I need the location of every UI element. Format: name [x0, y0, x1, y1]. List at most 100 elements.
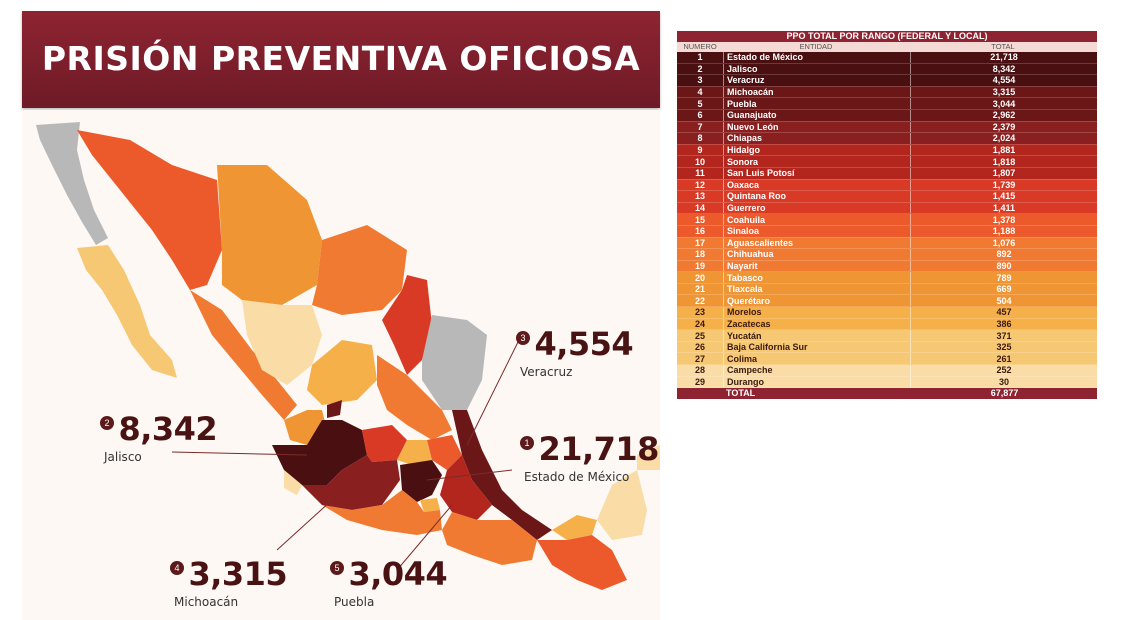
cell-state: Oaxaca	[723, 179, 911, 192]
cell-rank: 25	[677, 329, 724, 342]
state-campeche[interactable]	[597, 470, 647, 540]
table-row: 7 Nuevo León 2,379	[677, 121, 1097, 134]
cell-state: Zacatecas	[723, 318, 911, 331]
cell-rank: 29	[677, 376, 724, 389]
cell-rank: 21	[677, 283, 724, 296]
callout-state-name: Michoacán	[174, 595, 239, 609]
state-oaxaca[interactable]	[442, 512, 537, 565]
cell-rank: 8	[677, 132, 724, 145]
cell-state: Jalisco	[723, 63, 911, 76]
rank-badge: 5	[330, 561, 344, 575]
cell-rank: 1	[677, 52, 724, 64]
cell-total: 1,378	[910, 213, 1097, 226]
table-row: 21 Tlaxcala 669	[677, 283, 1097, 296]
state-colima[interactable]	[284, 470, 302, 495]
callout-value: 8,342	[118, 410, 218, 448]
cell-total: 2,024	[910, 132, 1097, 145]
cell-state: Tabasco	[723, 271, 911, 284]
callout-jalisco: 2 8,342 Jalisco	[100, 410, 218, 466]
cell-rank: 3	[677, 74, 724, 87]
state-sinaloa[interactable]	[190, 290, 297, 420]
state-san-luis-potosi[interactable]	[377, 355, 452, 440]
cell-total: 2,962	[910, 109, 1097, 122]
table-row: 12 Oaxaca 1,739	[677, 179, 1097, 192]
cell-total: 890	[910, 260, 1097, 273]
state-baja-california[interactable]	[36, 122, 108, 245]
rank-badge: 1	[520, 436, 534, 450]
state-puebla[interactable]	[440, 455, 492, 520]
state-coahuila[interactable]	[312, 225, 407, 315]
table-row: 2 Jalisco 8,342	[677, 63, 1097, 76]
cell-rank: 13	[677, 190, 724, 203]
cell-total: 2,379	[910, 121, 1097, 134]
cell-rank: 22	[677, 294, 724, 308]
cell-state: Chiapas	[723, 132, 911, 145]
state-durango[interactable]	[242, 300, 322, 385]
cell-state: Nuevo León	[723, 121, 911, 134]
rank-badge: 2	[100, 416, 114, 430]
cell-state: Sonora	[723, 155, 911, 168]
cell-rank: 26	[677, 341, 724, 354]
state-michoacan[interactable]	[302, 455, 400, 510]
state-guanajuato[interactable]	[362, 425, 407, 462]
state-chihuahua[interactable]	[217, 165, 322, 305]
state-nuevo-leon[interactable]	[382, 275, 432, 375]
total-label: TOTAL	[726, 388, 756, 399]
table-row: 22 Querétaro 504	[677, 294, 1097, 308]
cell-total: 457	[910, 306, 1097, 319]
table-title: PPO TOTAL POR RANGO (FEDERAL Y LOCAL)	[677, 31, 1097, 42]
state-sonora[interactable]	[77, 130, 222, 290]
state-guerrero[interactable]	[322, 490, 442, 535]
table-row: 14 Guerrero 1,411	[677, 202, 1097, 215]
cell-state: San Luis Potosí	[723, 167, 911, 180]
state-hidalgo[interactable]	[427, 435, 462, 470]
state-tabasco[interactable]	[552, 515, 597, 540]
table-row: 15 Coahuila 1,378	[677, 213, 1097, 226]
cell-state: Tlaxcala	[723, 283, 911, 296]
cell-state: Estado de México	[723, 52, 911, 64]
leader-veracruz	[466, 339, 520, 446]
callout-state-name: Estado de México	[524, 470, 630, 484]
cell-state: Colima	[723, 352, 911, 366]
cell-total: 504	[910, 294, 1097, 308]
cell-state: Hidalgo	[723, 144, 911, 157]
cell-state: Aguascalientes	[723, 237, 911, 250]
state-yucatan[interactable]	[637, 435, 660, 470]
cell-total: 21,718	[910, 52, 1097, 64]
cell-total: 1,188	[910, 225, 1097, 238]
leader-michoacan	[276, 499, 333, 551]
state-baja-california-sur[interactable]	[77, 245, 177, 378]
choropleth-map: 1 21,718 Estado de México 2 8,342 Jalisc…	[22, 110, 660, 620]
state-zacatecas[interactable]	[307, 340, 377, 405]
state-morelos[interactable]	[420, 498, 440, 512]
cell-state: Morelos	[723, 306, 911, 319]
cell-state: Guanajuato	[723, 109, 911, 122]
state-aguascalientes[interactable]	[327, 400, 342, 418]
mexico-map	[36, 122, 660, 590]
table-row: 10 Sonora 1,818	[677, 155, 1097, 168]
state-estado-de-mexico[interactable]	[400, 460, 442, 502]
cell-total: 371	[910, 329, 1097, 342]
page-title: PRISIÓN PREVENTIVA OFICIOSA	[41, 39, 641, 78]
header-rank: NUMERO	[683, 42, 717, 51]
state-tamaulipas[interactable]	[422, 315, 487, 410]
cell-total: 1,818	[910, 155, 1097, 168]
table-row: 5 Puebla 3,044	[677, 97, 1097, 110]
table-row: 20 Tabasco 789	[677, 271, 1097, 284]
table-row: 27 Colima 261	[677, 352, 1097, 366]
state-chiapas[interactable]	[537, 535, 627, 590]
cell-state: Campeche	[723, 364, 911, 377]
ranking-table-body: 1 Estado de México 21,718 2 Jalisco 8,342 3 Ver…	[677, 52, 1097, 389]
cell-state: Michoacán	[723, 86, 911, 99]
state-queretaro[interactable]	[397, 440, 432, 465]
callout-estado-de-mexico: 1 21,718 Estado de México	[520, 430, 659, 486]
state-jalisco[interactable]	[272, 420, 367, 485]
state-veracruz[interactable]	[452, 410, 552, 540]
cell-total: 4,554	[910, 74, 1097, 87]
cell-total: 252	[910, 364, 1097, 377]
cell-rank: 14	[677, 202, 724, 215]
title-banner: PRISIÓN PREVENTIVA OFICIOSA	[22, 11, 660, 108]
cell-total: 30	[910, 376, 1097, 389]
table-row: 13 Quintana Roo 1,415	[677, 190, 1097, 203]
cell-state: Baja California Sur	[723, 341, 911, 354]
